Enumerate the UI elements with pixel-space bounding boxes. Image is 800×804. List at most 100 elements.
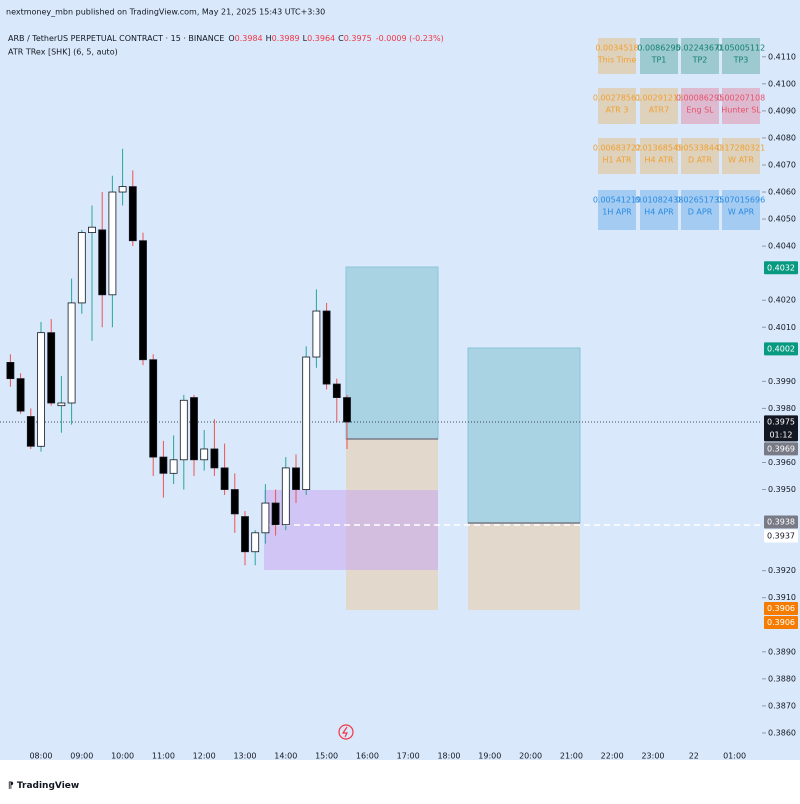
legend: ARB / TetherUS PERPETUAL CONTRACT · 15 ·… xyxy=(8,34,444,43)
candle-body xyxy=(190,397,198,461)
table-cell-label: TP1 xyxy=(651,56,667,65)
candle-body xyxy=(312,310,321,358)
ohlc: O0.3984 H0.3989 L0.3964 C0.3975 xyxy=(228,34,371,43)
x-tick-label: 16:00 xyxy=(356,752,379,761)
ohlc-key: C xyxy=(338,34,344,43)
candle-body xyxy=(261,502,270,534)
price-badge xyxy=(764,616,798,630)
table-cell xyxy=(598,88,636,124)
table-cell-value: 0.05338443 xyxy=(676,144,724,153)
price-badge xyxy=(764,515,798,529)
x-tick-label: 20:00 xyxy=(519,752,542,761)
y-tick-label: 0.3860 xyxy=(768,728,796,737)
x-tick-label: 17:00 xyxy=(397,752,420,761)
x-tick-label: 09:00 xyxy=(70,752,93,761)
table-cell-value: 0.05005112 xyxy=(717,44,765,53)
price-axis-bg xyxy=(762,0,800,760)
table-cell xyxy=(681,38,719,74)
table-cell-value: 0.02651735 xyxy=(676,196,724,205)
x-tick-label: 01:00 xyxy=(723,752,746,761)
table-cell xyxy=(598,138,636,174)
y-tick-label: 0.4090 xyxy=(768,106,796,115)
candle-body xyxy=(322,310,331,385)
y-tick-label: 0.3960 xyxy=(768,458,796,467)
candle-body xyxy=(16,378,25,412)
price-badge-label: 0.4032 xyxy=(767,263,795,272)
table-cell-value: 0.0034518 xyxy=(595,44,638,53)
x-tick-label: 18:00 xyxy=(437,752,460,761)
y-tick-label: 0.3920 xyxy=(768,566,796,575)
price-badge-label: 0.3937 xyxy=(767,531,795,540)
table-cell-value: 0.02243671 xyxy=(676,44,724,53)
candle-body xyxy=(281,467,290,526)
price-badge xyxy=(764,442,798,456)
x-tick-label: 15:00 xyxy=(315,752,338,761)
candle-body xyxy=(139,240,147,361)
table-cell-label: TP2 xyxy=(692,56,708,65)
table-cell xyxy=(722,190,760,230)
stop-zone xyxy=(468,523,580,610)
table-cell xyxy=(640,138,678,174)
price-badge-label: 0.4002 xyxy=(767,344,795,353)
candle-body xyxy=(210,448,219,469)
table-cell-label: This Time xyxy=(597,56,637,65)
table-cell-value: 0.00278561 xyxy=(593,94,641,103)
ohlc-value: 0.3964 xyxy=(307,34,335,43)
candle-body xyxy=(271,502,280,526)
candle-body xyxy=(77,232,86,304)
x-tick-label: 14:00 xyxy=(274,752,297,761)
table-cell-label: H4 APR xyxy=(644,208,674,217)
axes: 0.4110 0.4100 0.4090 0.4080 0.4070 0.4060 0.40… xyxy=(29,52,798,761)
y-tick-label: 0.3890 xyxy=(768,647,796,656)
target-zone xyxy=(345,266,439,440)
table-cell-value: 0.17280321 xyxy=(717,144,765,153)
candle-body xyxy=(169,459,178,474)
table-cell-value: 0.00207108 xyxy=(717,94,765,103)
table-cell xyxy=(681,138,719,174)
candle-body xyxy=(37,332,45,447)
table-cell-value: 0.00086295 xyxy=(676,94,724,103)
candle-body xyxy=(128,186,137,242)
candle-body xyxy=(6,362,15,380)
x-tick-label: 21:00 xyxy=(560,752,583,761)
change: -0.0009 (-0.23%) xyxy=(376,34,444,43)
ohlc-value: 0.3975 xyxy=(344,34,372,43)
price-badge-label: 0.3969 xyxy=(767,444,795,453)
price-badge-label: 0.3906 xyxy=(767,618,795,627)
table-cell xyxy=(722,38,760,74)
y-tick-label: 0.4110 xyxy=(768,52,796,61)
ohlc-key: H xyxy=(266,34,272,43)
x-tick-label: 19:00 xyxy=(478,752,501,761)
table-cell-label: Hunter SL xyxy=(721,106,761,115)
table-cell-value: 0.00541219 xyxy=(593,196,641,205)
price-badge xyxy=(764,261,798,275)
x-tick-label: 11:00 xyxy=(152,752,175,761)
x-tick-label: 23:00 xyxy=(641,752,664,761)
table-cell-label: ATR7 xyxy=(649,106,669,115)
price-badge-label: 0.3906 xyxy=(767,604,795,613)
table-cell-label: 1H APR xyxy=(602,208,632,217)
candle-body xyxy=(108,191,117,296)
table-cell xyxy=(681,88,719,124)
event-icon-bolt xyxy=(341,726,348,738)
range-box xyxy=(264,490,438,570)
event-icon xyxy=(338,724,354,740)
drawings xyxy=(0,266,780,740)
x-tick-label: 13:00 xyxy=(233,752,256,761)
x-tick-label: 22 xyxy=(689,752,699,761)
candle-body xyxy=(251,532,260,553)
table-cell-label: D ATR xyxy=(688,156,712,165)
ohlc-key: L xyxy=(303,34,308,43)
candle-body xyxy=(98,229,107,296)
brand-text: TradingView xyxy=(17,781,79,791)
target-zone xyxy=(467,347,581,524)
price-badge-label: 0.3975 xyxy=(767,417,795,426)
y-tick-label: 0.4020 xyxy=(768,296,796,305)
table-cell-label: ATR 3 xyxy=(606,106,629,115)
table-cell xyxy=(598,38,636,74)
x-tick-label: 10:00 xyxy=(111,752,134,761)
table-cell-label: W APR xyxy=(728,208,755,217)
ohlc-value: 0.3984 xyxy=(235,34,263,43)
y-tick-label: 0.4040 xyxy=(768,242,796,251)
